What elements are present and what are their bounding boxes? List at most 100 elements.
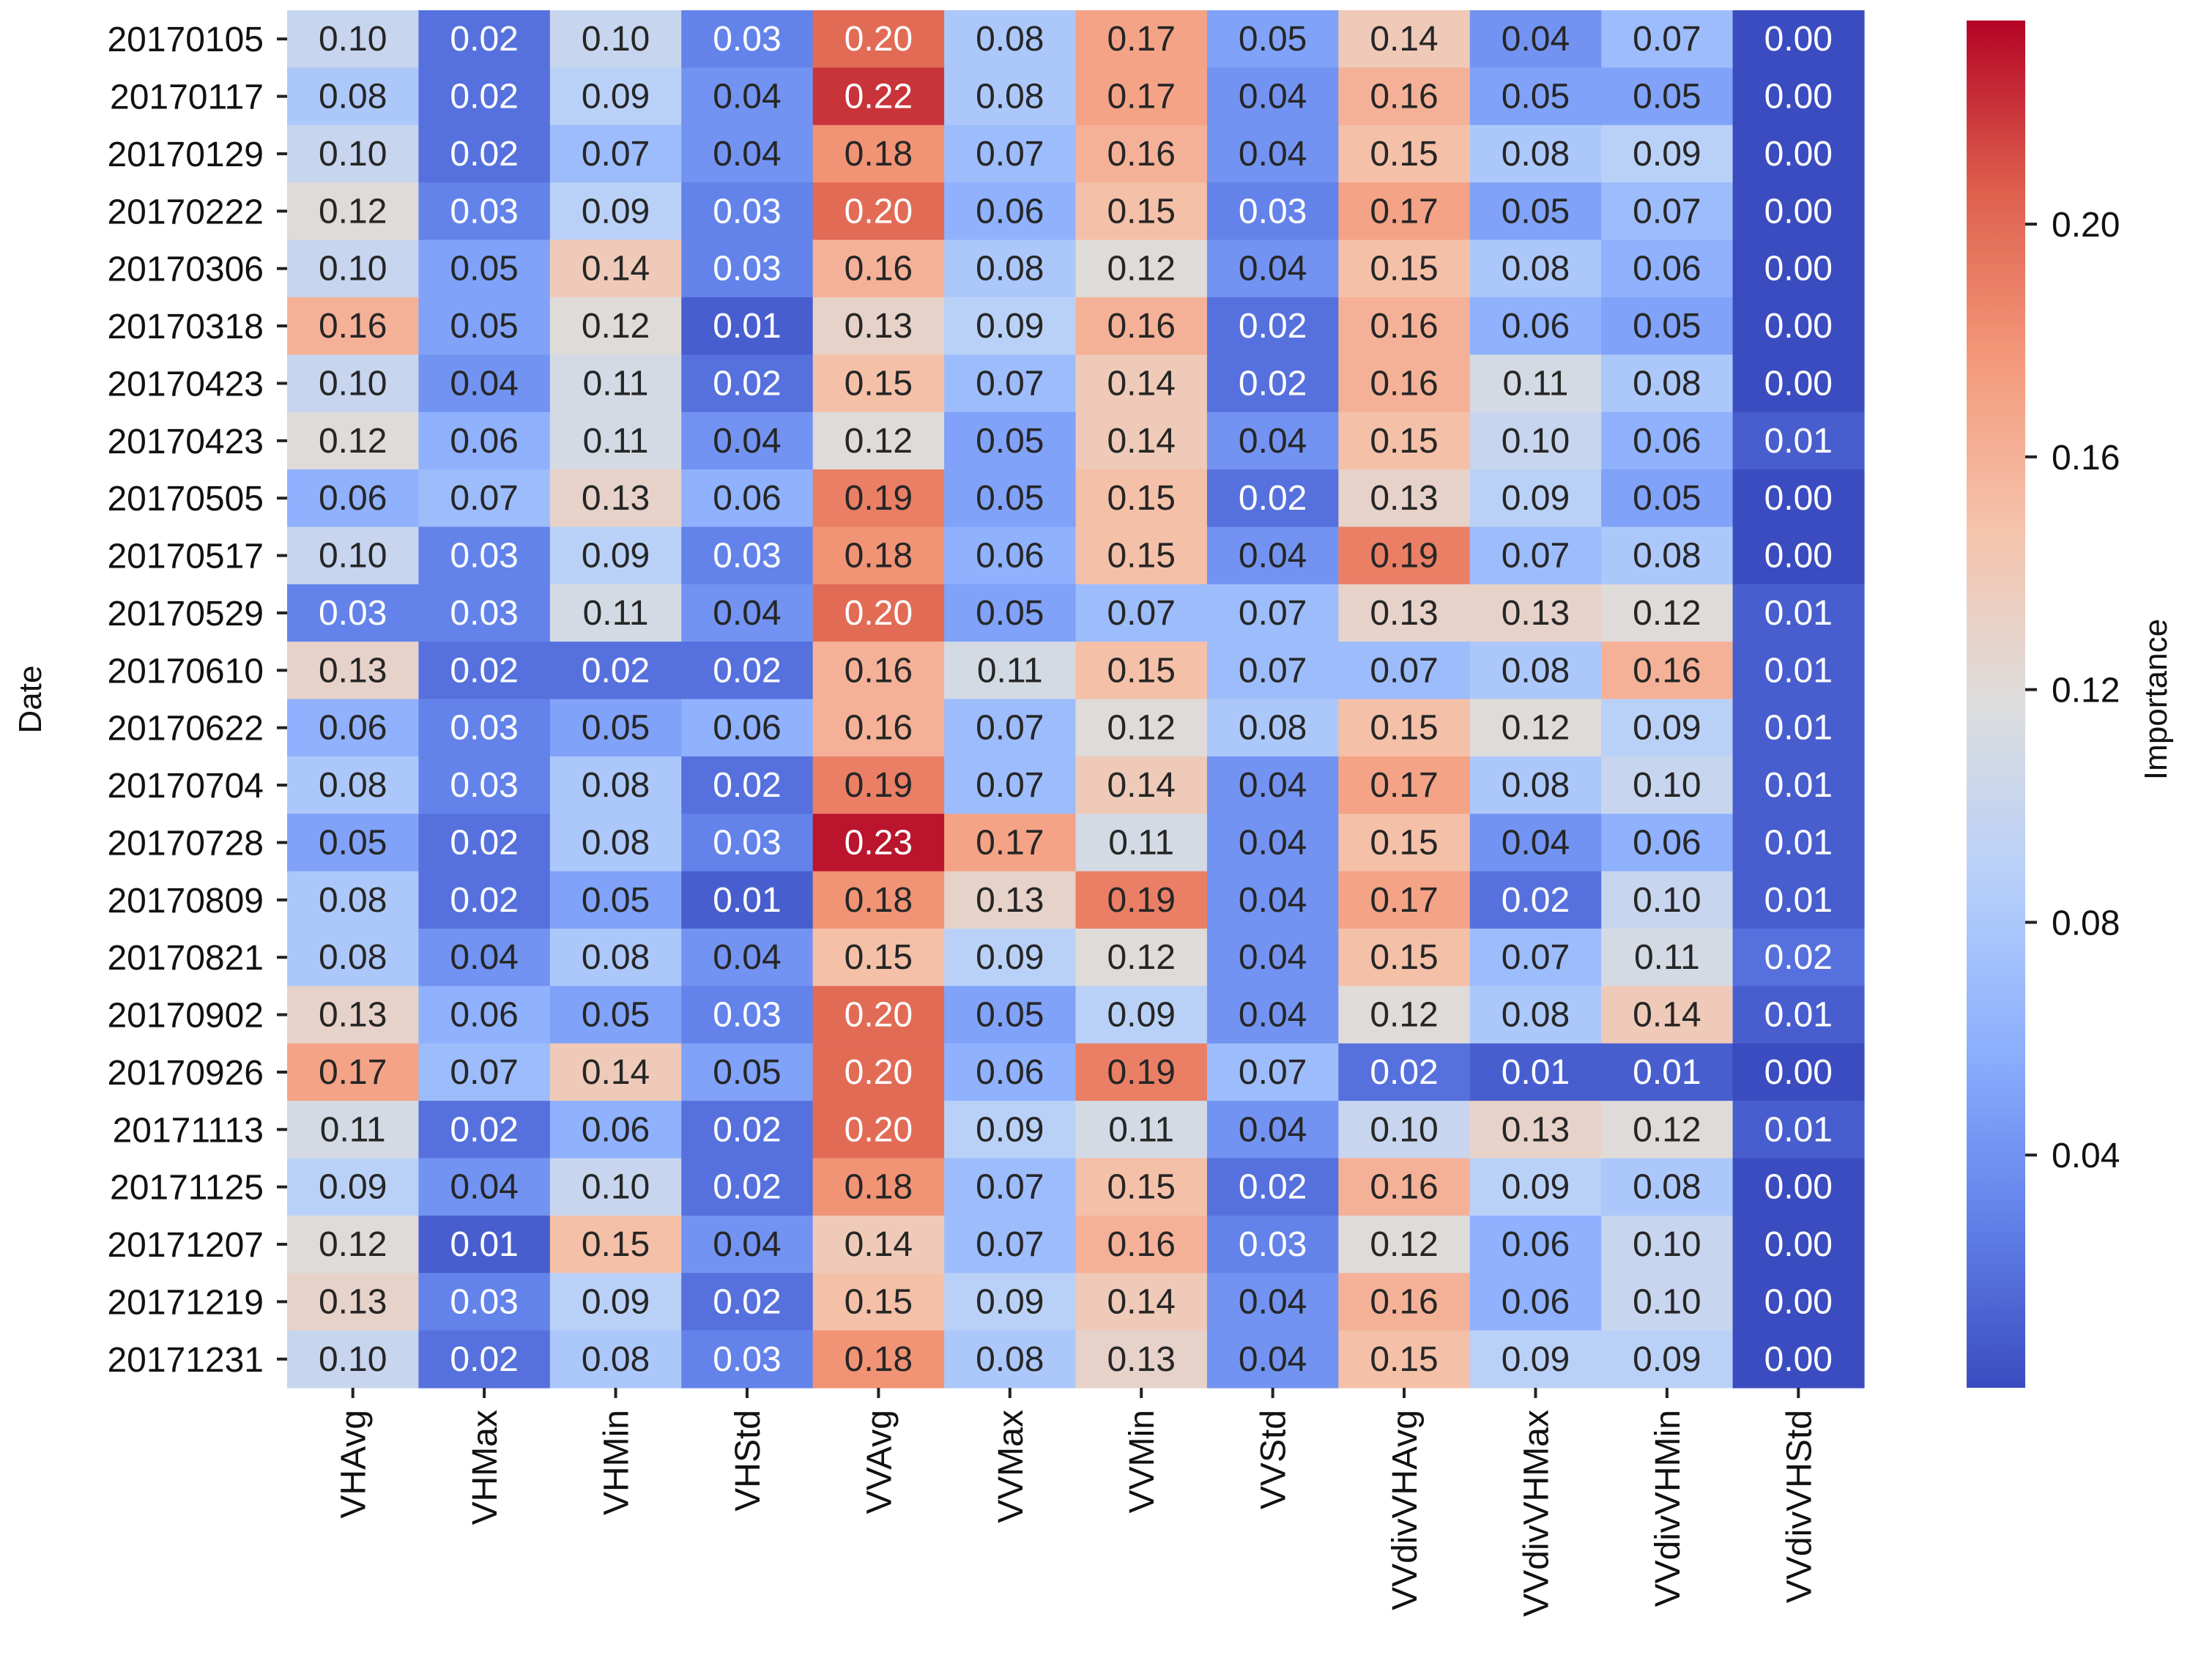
row-tick-label: 20170505 xyxy=(107,480,264,518)
heatmap-cell xyxy=(549,929,682,986)
heatmap-cell xyxy=(287,10,420,68)
heatmap-cell xyxy=(1601,239,1734,298)
cell-value-label: 0.02 xyxy=(713,1282,781,1321)
cell-value-label: 0.02 xyxy=(450,651,518,690)
heatmap-cell xyxy=(812,1273,945,1331)
column-tick-label: VVMin xyxy=(1123,1410,1162,1513)
cell-value-label: 0.06 xyxy=(450,996,518,1035)
cell-value-label: 0.02 xyxy=(713,1168,781,1207)
heatmap-cell xyxy=(418,239,551,298)
cell-value-label: 0.17 xyxy=(1370,766,1438,805)
cell-value-label: 0.04 xyxy=(713,135,781,174)
heatmap-cell xyxy=(681,699,814,757)
heatmap-cell xyxy=(944,182,1077,241)
heatmap-cell xyxy=(1469,584,1602,642)
row-tick-label: 20170529 xyxy=(107,595,264,633)
cell-value-label: 0.02 xyxy=(450,1340,518,1379)
cell-value-label: 0.05 xyxy=(976,422,1044,461)
cell-value-label: 0.10 xyxy=(1370,1110,1438,1149)
cell-value-label: 0.08 xyxy=(582,1340,650,1379)
cell-value-label: 0.06 xyxy=(450,422,518,461)
heatmap-cell xyxy=(944,1330,1077,1389)
heatmap-cell xyxy=(1206,642,1339,700)
heatmap-cell xyxy=(1601,699,1734,757)
heatmap-cell xyxy=(1601,1101,1734,1159)
cell-value-label: 0.04 xyxy=(450,1168,518,1207)
heatmap-cell xyxy=(287,1330,420,1389)
cell-value-label: 0.13 xyxy=(319,651,387,690)
cell-value-label: 0.03 xyxy=(450,594,518,633)
heatmap-cell xyxy=(549,182,682,241)
heatmap-cell xyxy=(1469,354,1602,413)
cell-value-label: 0.16 xyxy=(845,651,913,690)
cell-value-label: 0.08 xyxy=(1502,250,1570,289)
heatmap-cell xyxy=(944,986,1077,1044)
heatmap-cell xyxy=(418,1158,551,1216)
heatmap-cell xyxy=(1601,354,1734,413)
heatmap-cell xyxy=(549,1330,682,1389)
cell-value-label: 0.00 xyxy=(1764,250,1833,289)
cell-value-label: 0.04 xyxy=(1239,823,1307,862)
heatmap-cell xyxy=(681,1330,814,1389)
cell-value-label: 0.15 xyxy=(1370,250,1438,289)
heatmap-cell xyxy=(812,986,945,1044)
column-tick-label: VVStd xyxy=(1255,1410,1294,1509)
cell-value-label: 0.11 xyxy=(1634,938,1700,977)
heatmap-cell xyxy=(549,1158,682,1216)
cell-value-label: 0.02 xyxy=(1239,307,1307,346)
row-tick-label: 20170129 xyxy=(107,135,264,174)
cell-value-label: 0.15 xyxy=(1107,651,1175,690)
heatmap-cell xyxy=(1732,239,1865,298)
heatmap-cell xyxy=(1601,584,1734,642)
heatmap-cell xyxy=(549,1043,682,1101)
cell-value-label: 0.11 xyxy=(1108,823,1174,862)
heatmap-cell xyxy=(1075,67,1208,126)
heatmap-cell xyxy=(1206,699,1339,757)
cell-value-label: 0.05 xyxy=(319,823,387,862)
row-tick-label: 20170728 xyxy=(107,824,264,863)
cell-value-label: 0.17 xyxy=(1370,192,1438,231)
heatmap-cell xyxy=(1075,297,1208,355)
heatmap-cell xyxy=(1206,412,1339,470)
heatmap-cell xyxy=(1732,469,1865,527)
cell-value-label: 0.09 xyxy=(1633,135,1701,174)
row-tick-label: 20170821 xyxy=(107,939,264,978)
cell-value-label: 0.02 xyxy=(450,881,518,920)
heatmap-cell xyxy=(1732,412,1865,470)
heatmap-cell xyxy=(1469,986,1602,1044)
heatmap-cell xyxy=(1601,871,1734,929)
column-tick-label: VHMax xyxy=(466,1410,505,1525)
cell-value-label: 0.04 xyxy=(1239,135,1307,174)
heatmap-cell xyxy=(1338,1215,1471,1274)
heatmap-cell xyxy=(944,412,1077,470)
heatmap-cell xyxy=(418,1215,551,1274)
cell-value-label: 0.09 xyxy=(582,1282,650,1321)
heatmap-cell xyxy=(549,239,682,298)
heatmap-cell xyxy=(681,756,814,814)
heatmap-cell xyxy=(1732,527,1865,585)
cell-value-label: 0.04 xyxy=(713,422,781,461)
cell-value-label: 0.01 xyxy=(1764,709,1833,748)
cell-value-label: 0.15 xyxy=(1107,192,1175,231)
cell-value-label: 0.09 xyxy=(319,1168,387,1207)
heatmap-cell xyxy=(812,871,945,929)
heatmap-cell xyxy=(418,929,551,986)
heatmap-cell xyxy=(812,584,945,642)
heatmap-cell xyxy=(1601,814,1734,872)
cell-value-label: 0.07 xyxy=(976,1225,1044,1264)
heatmap-cell xyxy=(1206,10,1339,68)
cell-value-label: 0.06 xyxy=(713,479,781,518)
heatmap-cell xyxy=(1732,584,1865,642)
cell-value-label: 0.07 xyxy=(976,1168,1044,1207)
cell-value-label: 0.15 xyxy=(845,364,913,403)
heatmap-cell xyxy=(418,1043,551,1101)
cell-value-label: 0.05 xyxy=(1633,78,1701,116)
heatmap-cell xyxy=(1075,756,1208,814)
cell-value-label: 0.02 xyxy=(1239,364,1307,403)
cell-value-label: 0.00 xyxy=(1764,20,1833,59)
heatmap-cell xyxy=(944,67,1077,126)
cell-value-label: 0.08 xyxy=(1502,135,1570,174)
cell-value-label: 0.00 xyxy=(1764,135,1833,174)
cell-value-label: 0.15 xyxy=(1370,422,1438,461)
heatmap-cell xyxy=(549,67,682,126)
